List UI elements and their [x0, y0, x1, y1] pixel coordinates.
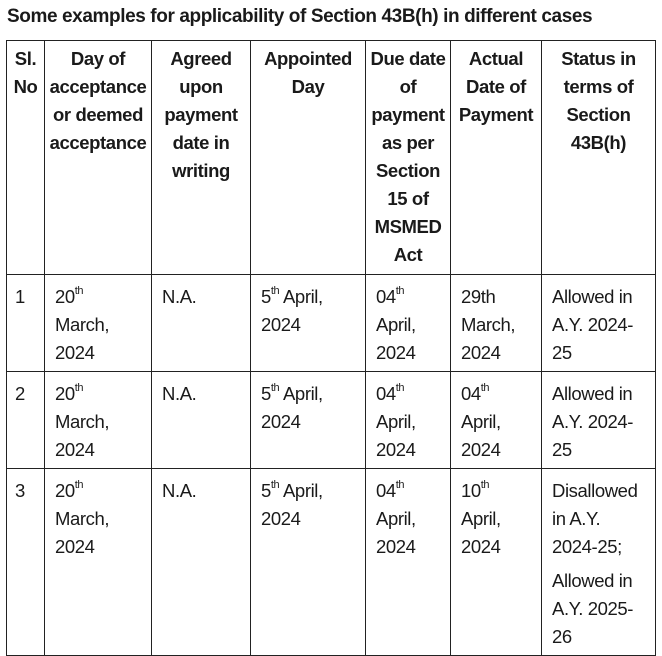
date-sup: th: [74, 479, 84, 491]
date-sup: th: [74, 382, 84, 394]
date-rest: March, 2024: [55, 508, 110, 557]
column-header-due-date: Due date of payment as per Section 15 of…: [365, 40, 451, 275]
cell-text: 3: [15, 480, 25, 501]
cell-text: N.A.: [162, 480, 197, 501]
date-rest: March, 2024: [55, 411, 110, 460]
cell-sl-no: 2: [6, 371, 45, 469]
cell-due-date: 04th April, 2024: [365, 468, 451, 656]
cell-status: Allowed in A.Y. 2024- 25: [541, 371, 656, 469]
cell-text: 2: [15, 383, 25, 404]
date-main: 10: [461, 480, 481, 501]
cell-appointed-day: 5th April, 2024: [250, 468, 366, 656]
date-rest: April, 2024: [461, 508, 501, 557]
cell-agreed-payment-date: N.A.: [151, 468, 251, 656]
cell-actual-payment-date: 04th April, 2024: [450, 371, 542, 469]
date-main: 04: [461, 383, 481, 404]
cell-status: Allowed in A.Y. 2024- 25: [541, 274, 656, 372]
cell-text: Allowed in A.Y. 2024- 25: [552, 286, 634, 363]
cell-day-of-acceptance: 20th March, 2024: [44, 371, 152, 469]
cell-text: N.A.: [162, 286, 197, 307]
table-row: 3 20th March, 2024 N.A. 5th April, 2024 04th…: [6, 468, 656, 656]
date-sup: th: [270, 285, 280, 297]
cell-appointed-day: 5th April, 2024: [250, 274, 366, 372]
date-sup: th: [395, 382, 405, 394]
date-sup: th: [480, 479, 490, 491]
date-rest: April, 2024: [376, 411, 416, 460]
cell-text: N.A.: [162, 383, 197, 404]
cell-due-date: 04th April, 2024: [365, 371, 451, 469]
cell-text: Allowed in A.Y. 2025- 26: [552, 570, 634, 647]
cell-agreed-payment-date: N.A.: [151, 371, 251, 469]
cell-sl-no: 1: [6, 274, 45, 372]
column-header-appointed-day: Appointed Day: [250, 40, 366, 275]
cell-text: Allowed in A.Y. 2024- 25: [552, 383, 634, 460]
date-main: 20: [55, 480, 75, 501]
date-sup: th: [480, 382, 490, 394]
header-row: Sl. No Day of acceptance or deemed accept…: [6, 40, 656, 275]
date-main: 20: [55, 286, 75, 307]
cell-actual-payment-date: 29th March, 2024: [450, 274, 542, 372]
date-main: 5: [261, 480, 271, 501]
section-43bh-examples-table: Sl. No Day of acceptance or deemed accept…: [6, 40, 656, 656]
date-main: 04: [376, 286, 396, 307]
cell-text: Disallowed in A.Y. 2024-25;: [552, 480, 638, 557]
date-main: 04: [376, 480, 396, 501]
cell-day-of-acceptance: 20th March, 2024: [44, 274, 152, 372]
date-main: 20: [55, 383, 75, 404]
date-sup: th: [270, 479, 280, 491]
column-header-sl-no: Sl. No: [6, 40, 45, 275]
cell-sl-no: 3: [6, 468, 45, 656]
column-header-agreed-payment-date: Agreed upon payment date in writing: [151, 40, 251, 275]
cell-actual-payment-date: 10th April, 2024: [450, 468, 542, 656]
date-rest: April, 2024: [261, 383, 323, 432]
cell-text: 29th March, 2024: [461, 286, 516, 363]
column-header-actual-payment-date: Actual Date of Payment: [450, 40, 542, 275]
date-rest: April, 2024: [261, 286, 323, 335]
table-caption: Some examples for applicability of Secti…: [7, 6, 593, 27]
date-rest: March, 2024: [55, 314, 110, 363]
date-rest: April, 2024: [461, 411, 501, 460]
date-sup: th: [270, 382, 280, 394]
cell-agreed-payment-date: N.A.: [151, 274, 251, 372]
date-main: 5: [261, 383, 271, 404]
date-sup: th: [395, 479, 405, 491]
table-row: 1 20th March, 2024 N.A. 5th April, 2024 04th…: [6, 274, 656, 372]
date-rest: April, 2024: [376, 314, 416, 363]
cell-status: Disallowed in A.Y. 2024-25; Allowed in A.…: [541, 468, 656, 656]
date-main: 04: [376, 383, 396, 404]
cell-appointed-day: 5th April, 2024: [250, 371, 366, 469]
date-rest: April, 2024: [261, 480, 323, 529]
date-sup: th: [395, 285, 405, 297]
table-row: 2 20th March, 2024 N.A. 5th April, 2024 04th…: [6, 371, 656, 469]
cell-day-of-acceptance: 20th March, 2024: [44, 468, 152, 656]
date-main: 5: [261, 286, 271, 307]
cell-text: 1: [15, 286, 25, 307]
date-sup: th: [74, 285, 84, 297]
date-rest: April, 2024: [376, 508, 416, 557]
cell-due-date: 04th April, 2024: [365, 274, 451, 372]
column-header-status: Status in terms of Section 43B(h): [541, 40, 656, 275]
column-header-day-of-acceptance: Day of acceptance or deemed acceptance: [44, 40, 152, 275]
